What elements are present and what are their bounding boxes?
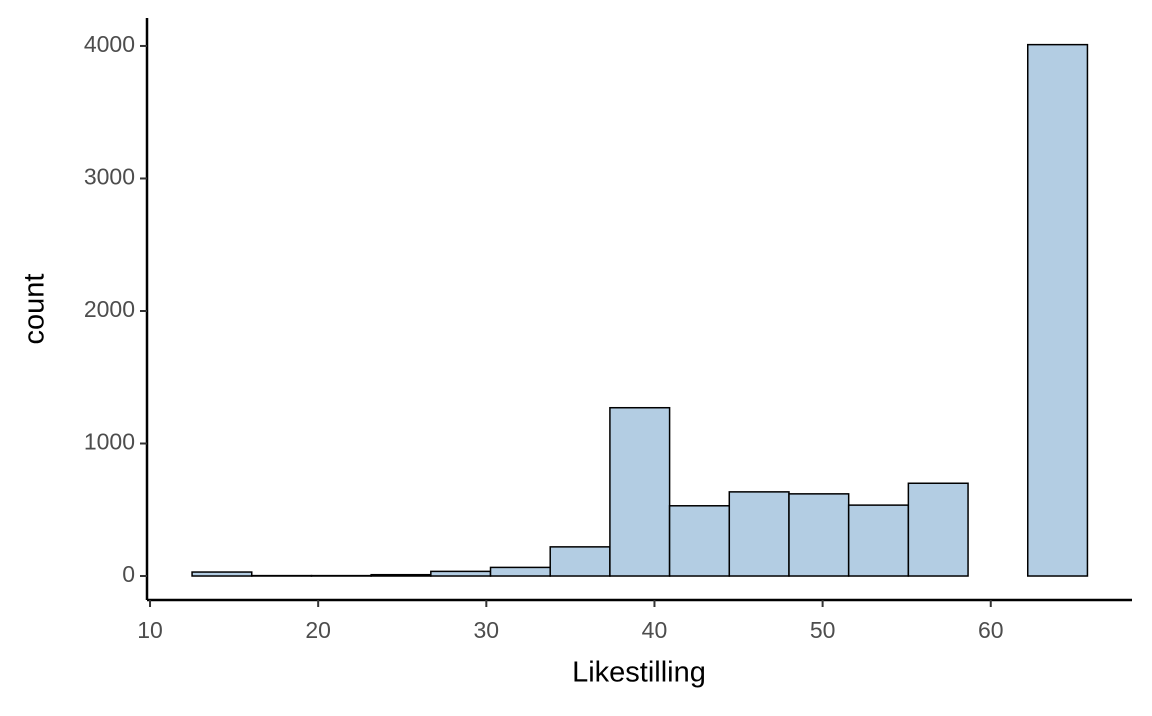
bar bbox=[550, 547, 610, 576]
y-tick-label: 1000 bbox=[84, 429, 135, 455]
bar bbox=[610, 408, 670, 576]
bar bbox=[1028, 45, 1088, 576]
bar bbox=[908, 483, 968, 576]
bar bbox=[192, 572, 252, 576]
x-tick-label: 30 bbox=[474, 617, 500, 643]
y-tick-label: 4000 bbox=[84, 31, 135, 57]
y-tick-label: 3000 bbox=[84, 164, 135, 190]
x-axis-title: Likestilling bbox=[572, 657, 706, 689]
bar bbox=[371, 575, 431, 576]
x-tick-label: 10 bbox=[137, 617, 163, 643]
bar bbox=[729, 492, 789, 576]
bar bbox=[431, 571, 491, 576]
bar bbox=[789, 494, 849, 576]
bar bbox=[670, 506, 730, 576]
x-tick-label: 20 bbox=[305, 617, 331, 643]
x-tick-label: 60 bbox=[978, 617, 1004, 643]
bar bbox=[491, 567, 551, 576]
bar bbox=[849, 505, 909, 576]
y-tick-label: 2000 bbox=[84, 296, 135, 322]
x-tick-label: 40 bbox=[642, 617, 668, 643]
x-tick-label: 50 bbox=[810, 617, 836, 643]
y-tick-label: 0 bbox=[122, 561, 135, 587]
y-axis-title: count bbox=[19, 274, 51, 345]
